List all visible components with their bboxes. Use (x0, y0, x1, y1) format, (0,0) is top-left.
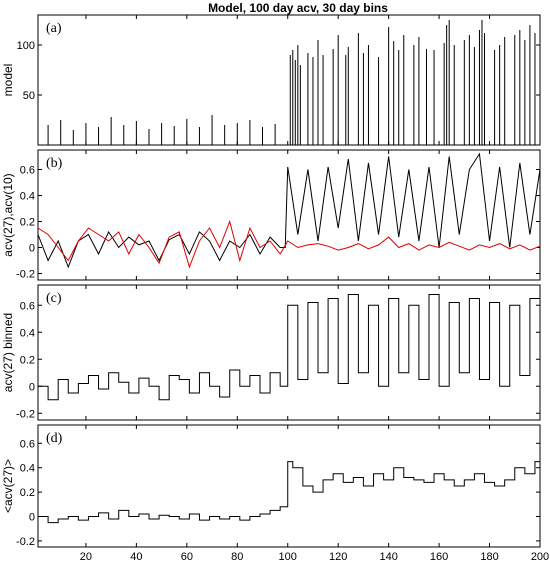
x-tick-label-8: 180 (480, 551, 498, 563)
series-line-2-0 (38, 293, 541, 401)
x-tick-label-9: 200 (531, 551, 549, 563)
panel-label-2: (c) (46, 291, 62, 306)
panel-label-0: (a) (46, 21, 62, 36)
x-tick-label-4: 100 (279, 551, 297, 563)
y-tick-label-3-0: -0.2 (16, 536, 35, 548)
y-axis-label-3: <acv(27)> (1, 459, 15, 513)
y-tick-label-1-2: 0.2 (20, 217, 35, 229)
y-tick-label-2-1: 0 (29, 381, 35, 393)
x-tick-label-6: 140 (379, 551, 397, 563)
y-axis-label-1: acv(27),acv(10) (1, 173, 15, 256)
y-tick-label-3-3: 0.4 (20, 463, 35, 475)
x-tick-label-2: 60 (181, 551, 193, 563)
y-tick-label-0-0: 50 (23, 90, 35, 102)
series-line-1-0 (37, 152, 541, 269)
y-tick-label-1-0: -0.2 (16, 269, 35, 281)
series-line-3-0 (38, 461, 541, 524)
series-line-1-1 (37, 219, 541, 269)
panel-label-3: (d) (46, 431, 63, 446)
y-tick-label-3-4: 0.6 (20, 438, 35, 450)
x-tick-label-5: 120 (329, 551, 347, 563)
figure-title: Model, 100 day acv, 30 day bins (208, 1, 388, 15)
y-tick-label-1-3: 0.4 (20, 191, 35, 203)
panel-frame-1 (37, 149, 541, 281)
y-tick-label-3-2: 0.2 (20, 487, 35, 499)
panel-frame-3 (37, 424, 541, 548)
y-axis-label-0: model (1, 64, 15, 97)
x-tick-label-0: 20 (80, 551, 92, 563)
y-tick-label-2-0: -0.2 (16, 408, 35, 420)
y-axis-label-2: acv(27) binned (1, 313, 15, 392)
y-tick-label-2-2: 0.2 (20, 354, 35, 366)
y-tick-label-0-1: 100 (17, 40, 35, 52)
y-tick-label-3-1: 0 (29, 512, 35, 524)
y-tick-label-2-4: 0.6 (20, 300, 35, 312)
x-tick-label-3: 80 (231, 551, 243, 563)
x-tick-label-7: 160 (430, 551, 448, 563)
y-tick-label-1-4: 0.6 (20, 165, 35, 177)
y-tick-label-1-1: 0 (29, 243, 35, 255)
panel-frame-0 (37, 14, 541, 146)
y-tick-label-2-3: 0.4 (20, 327, 35, 339)
panel-label-1: (b) (46, 156, 63, 171)
x-tick-label-1: 40 (130, 551, 142, 563)
